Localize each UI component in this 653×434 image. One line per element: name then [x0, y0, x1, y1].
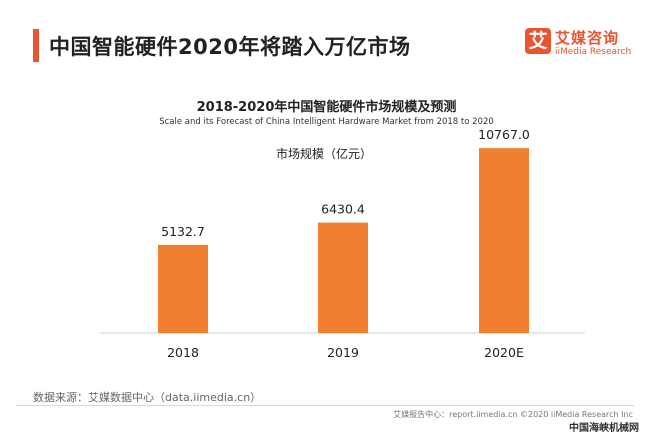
page-title: 中国智能硬件2020年将踏入万亿市场: [49, 35, 411, 59]
footer-copyright: 艾媒报告中心：report.iimedia.cn ©2020 iiMedia R…: [393, 410, 633, 419]
chart-unit-label: 市场规模（亿元）: [276, 147, 373, 161]
data-source: 数据来源：艾媒数据中心（data.iimedia.cn）: [33, 391, 262, 404]
logo-name-cn: 艾媒咨询: [555, 29, 620, 47]
bar-2018: [158, 244, 208, 333]
header-accent-bar: [33, 29, 39, 62]
x-tick-label-2019: 2019: [327, 345, 359, 360]
chart-subtitle: Scale and its Forecast of China Intellig…: [159, 117, 494, 127]
logo-mark: 艾: [525, 28, 551, 54]
data-label-2018: 5132.7: [161, 224, 205, 239]
x-tick-label-2020E: 2020E: [484, 345, 524, 360]
data-label-2019: 6430.4: [321, 202, 365, 217]
bar-2020E: [479, 148, 529, 333]
chart-title: 2018-2020年中国智能硬件市场规模及预测: [196, 100, 457, 115]
watermark: 中国海峡机械网: [569, 423, 639, 434]
footer-divider: [16, 405, 634, 406]
bar-2019: [318, 222, 368, 333]
x-tick-label-2018: 2018: [167, 345, 199, 360]
data-label-2020E: 10767.0: [478, 127, 530, 142]
iimedia-logo: 艾 艾媒咨询 iiMedia Research: [525, 28, 635, 66]
logo-name-en: iiMedia Research: [555, 47, 632, 57]
